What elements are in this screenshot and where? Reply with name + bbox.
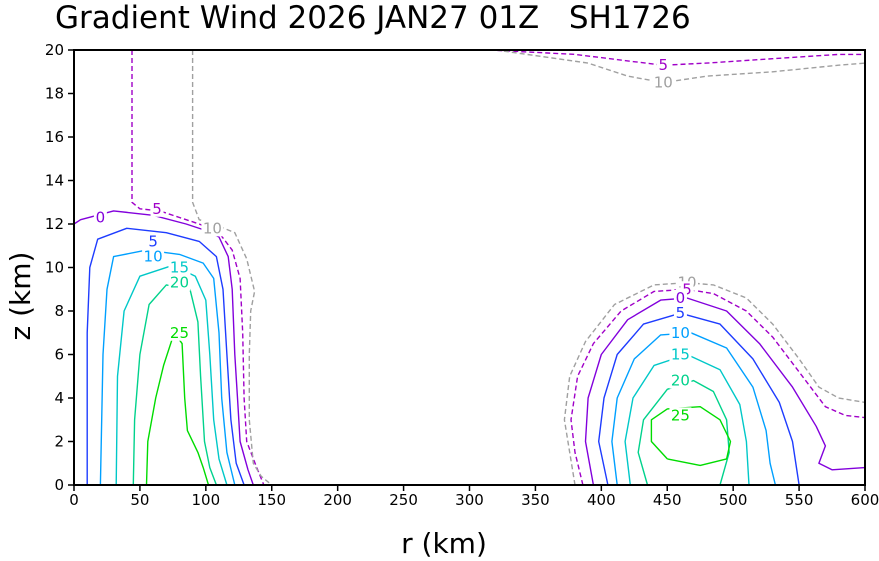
y-tick-label: 2 [54,433,64,451]
contour-line [131,50,265,486]
x-axis: 0 50 100 150 200 250 300 350 400 450 500 550 600 [69,485,879,509]
contour-label: 5 [659,56,669,74]
y-tick-label: 10 [45,259,64,277]
contour-label-bg [168,324,191,341]
x-tick-label: 200 [323,491,352,509]
contour-lines [73,49,866,486]
x-tick-label: 150 [257,491,286,509]
x-tick-label: 500 [719,491,748,509]
contour-label-bg [168,274,191,291]
contour-line [73,210,254,486]
y-tick-label: 8 [54,302,64,320]
contour-label-bg [146,233,160,250]
contour-line [132,284,218,486]
contour-line [191,50,273,486]
x-tick-label: 450 [653,491,682,509]
y-tick-label: 20 [45,41,64,59]
x-tick-label: 100 [192,491,221,509]
contour-line [99,249,236,486]
contour-line [86,227,245,486]
contour-label: 15 [170,259,189,277]
x-tick-label: 250 [389,491,418,509]
contour-label: 5 [148,232,158,250]
x-tick-label: 600 [851,491,879,509]
contour-line [495,49,866,84]
contour-label-bg [669,372,692,389]
contour-labels: 51005101520255101050510152025 [93,56,699,424]
contour-label: 25 [671,406,690,424]
contour-label-bg [150,200,164,217]
y-tick-label: 4 [54,389,64,407]
contour-label-bg [669,407,692,424]
contour-label-bg [669,346,692,363]
contour-label: 10 [671,324,690,342]
y-tick-label: 0 [54,476,64,494]
contour-label: 10 [203,219,222,237]
contour-label: 5 [152,200,162,218]
contour-label: 25 [170,324,189,342]
contour-label-bg [656,57,670,74]
y-tick-label: 14 [45,172,64,190]
contour-label: 20 [170,274,189,292]
contour-label: 10 [144,248,163,266]
x-tick-label: 400 [587,491,616,509]
y-axis-label: z (km) [4,252,37,341]
contour-label-bg [669,324,692,341]
x-tick-label: 350 [521,491,550,509]
x-tick-label: 550 [785,491,814,509]
contour-line [650,406,732,467]
contour-label-bg [201,220,224,237]
chart-title: Gradient Wind 2026 JAN27 01Z SH1726 [55,0,691,36]
contour-line [145,332,210,486]
contour-label: 15 [671,346,690,364]
contour-label-bg [142,248,165,265]
contour-label-bg [673,305,687,322]
contour-line [563,282,866,486]
contour-label: 0 [676,289,686,307]
x-tick-label: 0 [69,491,79,509]
contour-label: 10 [654,74,673,92]
contour-label: 5 [676,304,686,322]
contour-label-bg [673,289,687,306]
contour-label-bg [168,259,191,276]
y-tick-label: 16 [45,128,64,146]
y-axis: 0 2 4 6 8 10 12 14 16 18 20 [45,41,74,494]
contour-line [611,332,777,486]
contour-line [584,297,866,486]
contour-label: 20 [671,372,690,390]
y-tick-label: 18 [45,85,64,103]
contour-line [637,379,730,486]
contour-line [115,264,228,486]
x-tick-label: 300 [455,491,484,509]
contour-label: 5 [682,280,692,298]
contour-label-bg [93,209,107,226]
y-tick-label: 6 [54,346,64,364]
x-axis-label: r (km) [401,527,487,560]
contour-line [570,288,866,486]
y-tick-label: 12 [45,215,64,233]
contour-label-bg [652,74,675,91]
contour-label: 0 [96,208,106,226]
contour-line [489,49,865,66]
x-tick-label: 50 [130,491,149,509]
